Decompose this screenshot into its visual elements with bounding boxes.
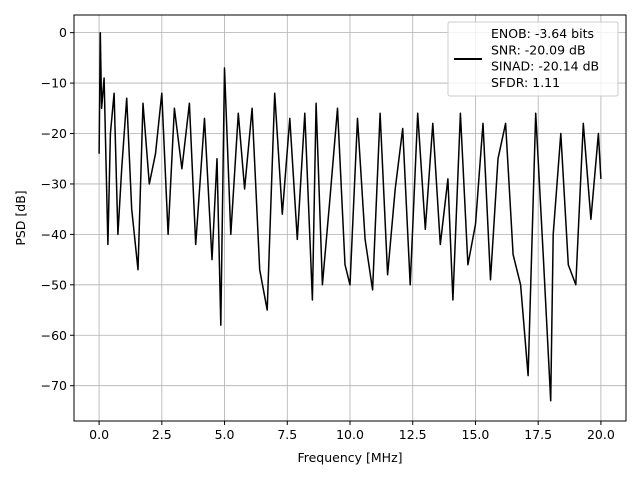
x-tick-label: 12.5 xyxy=(399,427,427,442)
series-0-line xyxy=(98,31,602,402)
x-tick-label: 7.5 xyxy=(277,427,297,442)
y-tick-label: −40 xyxy=(41,227,67,242)
legend-box xyxy=(447,21,619,97)
x-tick-label: 20.0 xyxy=(587,427,615,442)
x-axis-title: Frequency [MHz] xyxy=(297,450,402,465)
legend-sfdr: SFDR: 1.11 xyxy=(491,75,560,90)
y-tick-label: −70 xyxy=(41,378,67,393)
y-tick-label: −30 xyxy=(41,176,67,191)
legend-sinad: SINAD: -20.14 dB xyxy=(491,59,599,74)
x-axis-ticks: 0.0 2.5 5.0 7.5 10.0 12.5 15.0 17.5 20.0 xyxy=(89,421,615,442)
y-tick-label: −50 xyxy=(41,277,67,292)
x-tick-label: 17.5 xyxy=(524,427,552,442)
legend-enob: ENOB: -3.64 bits xyxy=(491,26,594,41)
x-tick-label: 15.0 xyxy=(462,427,490,442)
legend-snr: SNR: -20.09 dB xyxy=(491,42,586,57)
y-axis-title: PSD [dB] xyxy=(13,190,28,245)
y-tick-label: −10 xyxy=(41,76,67,91)
x-tick-label: 0.0 xyxy=(89,427,109,442)
plot-area xyxy=(98,31,602,402)
legend: ENOB: -3.64 bits SNR: -20.09 dB SINAD: -… xyxy=(447,21,619,97)
x-tick-label: 10.0 xyxy=(336,427,364,442)
y-tick-label: 0 xyxy=(59,25,67,40)
x-tick-label: 2.5 xyxy=(152,427,172,442)
y-tick-label: −60 xyxy=(41,328,67,343)
y-axis-ticks: 0 −10 −20 −30 −40 −50 −60 −70 xyxy=(41,25,74,393)
x-tick-label: 5.0 xyxy=(215,427,235,442)
y-tick-label: −20 xyxy=(41,126,67,141)
